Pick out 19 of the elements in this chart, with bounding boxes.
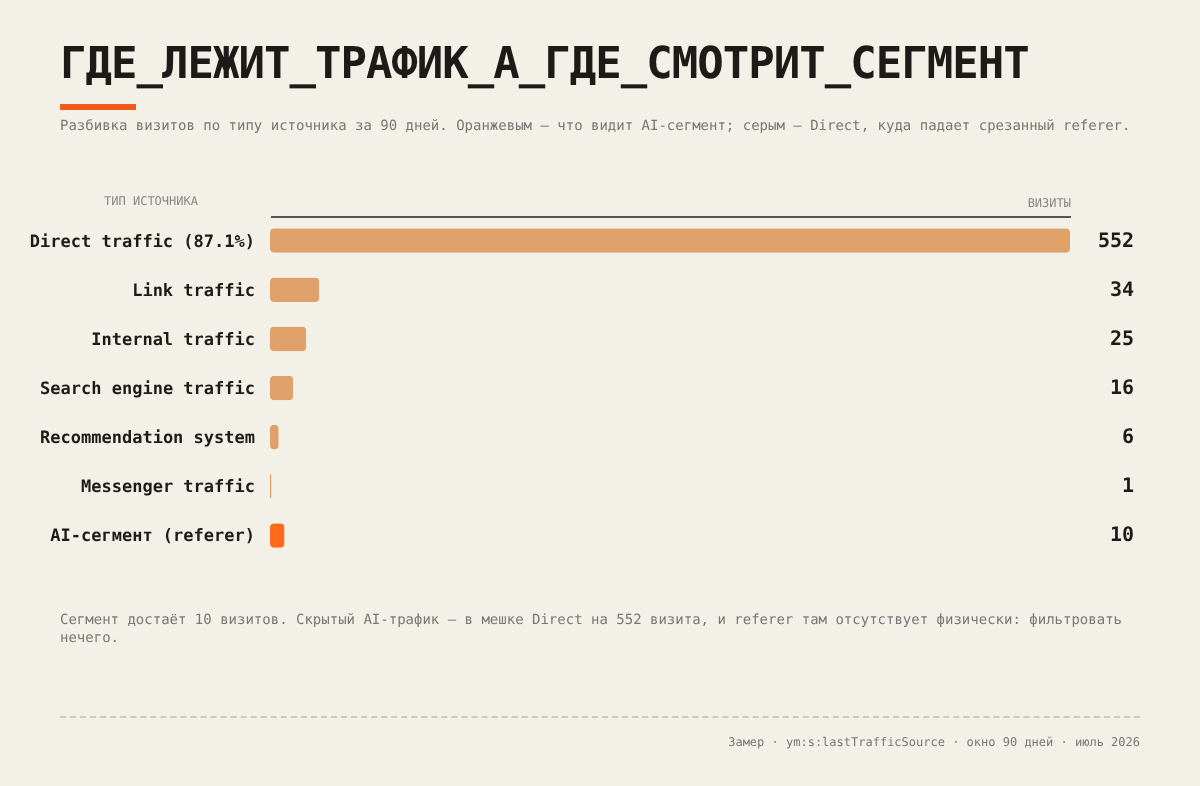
bar <box>270 228 1070 253</box>
data-label: 16 <box>1109 378 1134 400</box>
y-tick-label: Messenger traffic <box>81 478 255 499</box>
bar <box>270 326 307 352</box>
y-tick-label: Search engine traffic <box>40 380 255 400</box>
data-label: 34 <box>1109 279 1134 302</box>
bar <box>270 375 294 401</box>
chart-title: ГДЕ_ЛЕЖИТ_ТРАФИК_А_ГДЕ_СМОТРИТ_СЕГМЕНТ <box>60 40 1029 90</box>
data-label: 1 <box>1121 476 1134 499</box>
data-label: 10 <box>1109 525 1134 548</box>
y-tick-label: Internal traffic <box>91 330 255 351</box>
y-tick-label: Direct traffic (87.1%) <box>29 232 255 253</box>
data-label: 25 <box>1109 328 1134 351</box>
bar <box>270 277 320 302</box>
y-tick-label: Link traffic <box>132 281 255 302</box>
data-label: 6 <box>1121 427 1134 450</box>
data-label: 552 <box>1097 230 1134 253</box>
y-tick-label: Recommendation system <box>40 429 255 450</box>
y-tick-label: AI-сегмент (referer) <box>50 527 255 548</box>
